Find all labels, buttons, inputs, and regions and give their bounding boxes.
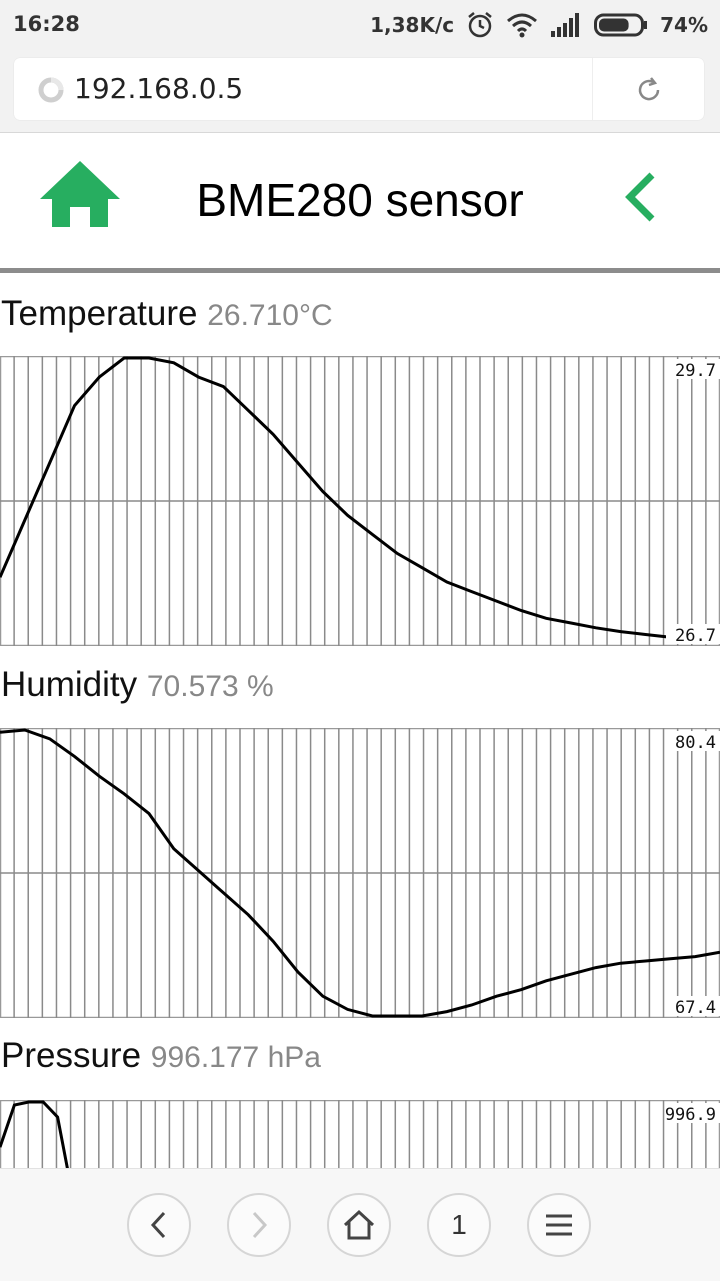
y-max-label: 80.4 (675, 733, 716, 753)
chevron-right-icon (252, 1211, 268, 1239)
page-title: BME280 sensor (196, 174, 524, 226)
y-min-label: 26.7 (675, 626, 716, 646)
humidity-title: Humidity (1, 665, 138, 704)
wifi-icon (506, 12, 538, 38)
temperature-label: Temperature 26.710°C (1, 294, 333, 334)
site-info-icon[interactable] (38, 77, 64, 107)
humidity-chart: 80.4 67.4 (0, 728, 720, 1018)
status-time: 16:28 (13, 12, 80, 36)
url-text[interactable]: 192.168.0.5 (74, 72, 244, 105)
nav-back-button[interactable] (127, 1193, 191, 1257)
back-chevron-icon[interactable] (622, 171, 658, 227)
nav-forward-button[interactable] (227, 1193, 291, 1257)
pressure-title: Pressure (1, 1036, 142, 1075)
tick-label-bg (666, 731, 720, 751)
browser-bottom-nav: 1 (0, 1168, 720, 1281)
status-bar: 16:28 1,38K/c 74% (0, 0, 720, 50)
nav-home-button[interactable] (327, 1193, 391, 1257)
series-line (0, 728, 720, 1018)
tick-label-bg (666, 996, 720, 1016)
y-min-label: 67.4 (675, 998, 716, 1018)
browser-toolbar: 192.168.0.5 (0, 50, 720, 133)
temperature-chart-svg: 29.7 26.7 (0, 356, 720, 646)
nav-tabs-button[interactable]: 1 (427, 1193, 491, 1257)
tick-label-bg (666, 1103, 720, 1123)
humidity-chart-svg: 80.4 67.4 (0, 728, 720, 1018)
y-max-label: 29.7 (675, 361, 716, 381)
header-divider (0, 268, 720, 273)
tick-label-bg (666, 359, 720, 379)
pressure-value: 996.177 hPa (150, 1041, 321, 1074)
reload-icon[interactable] (634, 75, 664, 109)
status-icons: 1,38K/c 74% (370, 11, 708, 39)
series-line (0, 356, 720, 644)
humidity-label: Humidity 70.573 % (1, 665, 274, 705)
tick-label-bg (666, 624, 720, 644)
signal-icon (550, 13, 582, 37)
pressure-chart: 996.9 (0, 1100, 720, 1168)
battery-icon (594, 13, 648, 37)
series-line (0, 1100, 69, 1168)
menu-icon (546, 1214, 572, 1236)
address-bar-divider (592, 58, 593, 120)
pressure-chart-svg: 996.9 (0, 1100, 720, 1168)
home-outline-icon (343, 1209, 375, 1240)
pressure-label: Pressure 996.177 hPa (1, 1036, 321, 1076)
battery-percent: 74% (660, 13, 708, 37)
chevron-left-icon (150, 1211, 166, 1239)
home-icon[interactable] (38, 159, 122, 233)
temperature-value: 26.710°C (207, 299, 333, 332)
tab-count: 1 (451, 1209, 467, 1240)
temperature-chart: 29.7 26.7 (0, 356, 720, 646)
alarm-icon (466, 11, 494, 39)
y-max-label: 996.9 (665, 1105, 716, 1125)
nav-menu-button[interactable] (527, 1193, 591, 1257)
humidity-value: 70.573 % (146, 670, 274, 703)
address-bar[interactable]: 192.168.0.5 (14, 58, 704, 120)
net-speed: 1,38K/c (370, 13, 455, 37)
chart-frame (0, 1100, 720, 1168)
page-header: BME280 sensor (0, 133, 720, 268)
temperature-title: Temperature (1, 294, 198, 333)
